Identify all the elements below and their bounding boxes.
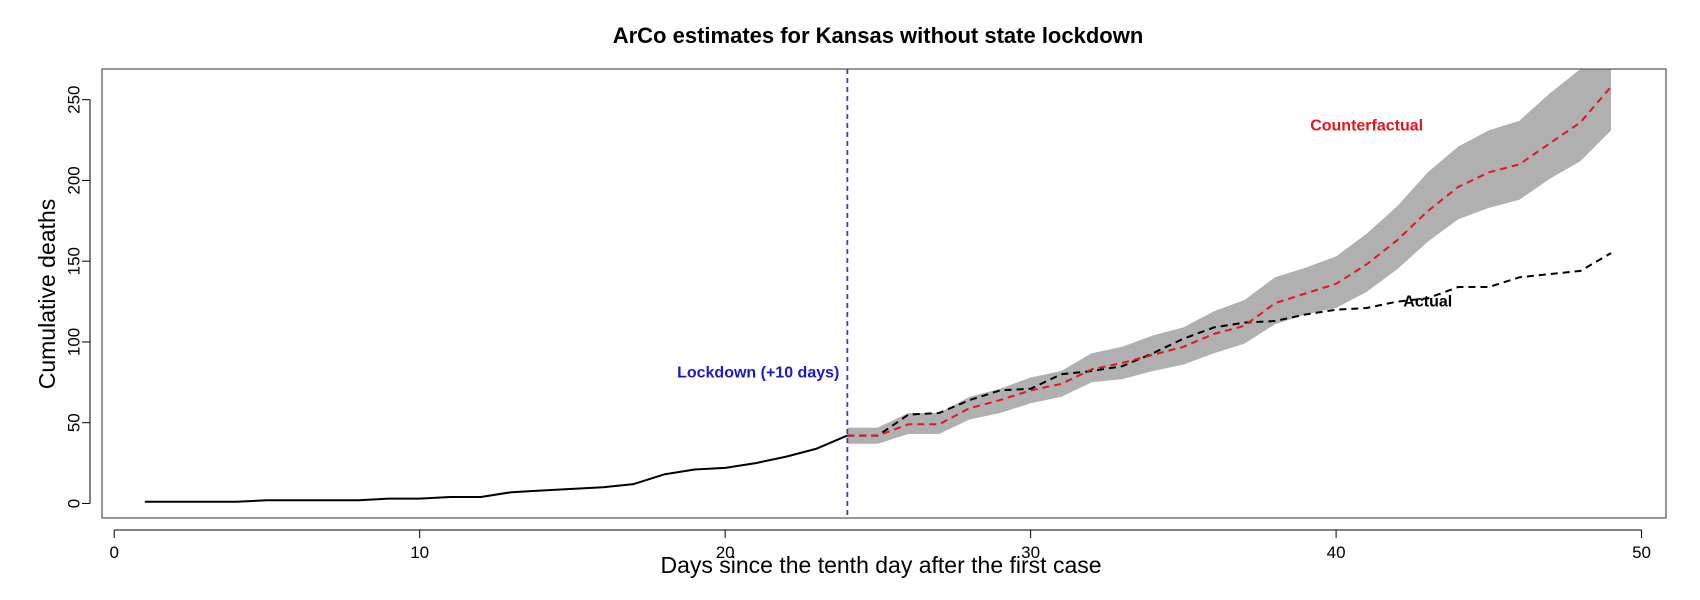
y-tick-label: 100 [65, 328, 84, 356]
plot-frame [101, 68, 1667, 519]
x-tick-label: 30 [1021, 543, 1040, 562]
x-tick-label: 0 [109, 543, 118, 562]
y-axis-label: Cumulative deaths [34, 199, 60, 390]
annotation-layer: Lockdown (+10 days) Counterfactual Actual [677, 117, 1452, 381]
x-tick-label: 50 [1632, 543, 1651, 562]
y-tick-label: 150 [65, 247, 84, 275]
x-tick-label: 10 [410, 543, 429, 562]
x-axis: 0 10 20 30 40 50 [109, 529, 1651, 562]
confidence-band-layer [847, 69, 1611, 444]
series-line-actual [847, 252, 1612, 437]
annotation-lockdown-10-days: Lockdown (+10 days) [677, 364, 839, 381]
chart-title: ArCo estimates for Kansas without state … [613, 23, 1144, 48]
y-tick-label: 200 [65, 166, 84, 194]
y-tick-label: 50 [65, 413, 84, 432]
annotation-counterfactual: Counterfactual [1310, 117, 1423, 134]
x-tick-label: 40 [1327, 543, 1346, 562]
y-axis: 0 50 100 150 200 250 [65, 85, 91, 508]
y-tick-label: 250 [65, 85, 84, 113]
series-line-observed-pre-lockdown [144, 434, 848, 503]
confidence-band [847, 69, 1611, 444]
x-tick-label: 20 [716, 543, 735, 562]
series-layer [144, 86, 1612, 503]
annotation-actual: Actual [1403, 293, 1452, 310]
x-axis-label: Days since the tenth day after the first… [660, 552, 1101, 578]
series-line-counterfactual [847, 86, 1612, 437]
y-tick-label: 0 [65, 499, 84, 508]
